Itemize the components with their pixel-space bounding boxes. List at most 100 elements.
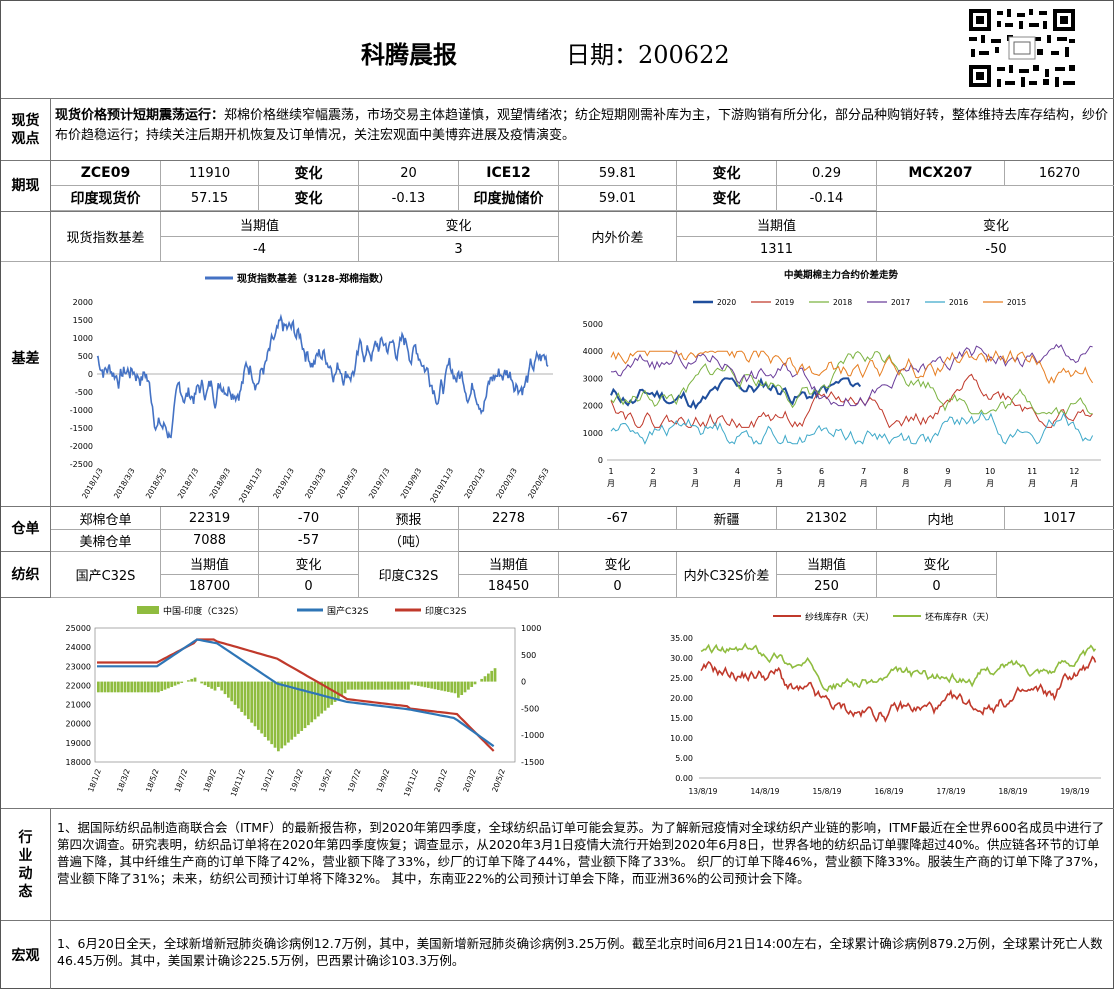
textile-label-domestic: 国产C32S	[51, 552, 161, 598]
x-tick-label: 2018/3/3	[112, 466, 137, 500]
x-tick-label: 10	[985, 467, 995, 476]
legend-label: 2016	[949, 298, 968, 307]
diff-bar	[493, 668, 497, 682]
spot-view-section: 现货观点 现货价格预计短期震荡运行：郑棉价格继续窄幅震荡，市场交易主体趋谨慎，观…	[1, 99, 1114, 161]
spot-view-text: 现货价格预计短期震荡运行：郑棉价格继续窄幅震荡，市场交易主体趋谨慎，观望情绪浓；…	[55, 106, 1109, 146]
domestic-c32s-line	[97, 638, 495, 748]
warehouse-section: 仓单 郑棉仓单 22319 -70 预报 2278 -67 新疆 21302 内地 1017 美棉仓…	[1, 507, 1114, 552]
y-tick-label-left: 24000	[66, 643, 91, 652]
diff-bar	[380, 681, 384, 690]
y-tick-label-right: 0	[521, 678, 526, 687]
y-tick-label: 30.00	[670, 654, 693, 663]
basis-label: 基差	[1, 212, 51, 506]
basis-table: 现货指数基差 当期值 变化 -4 3 内外价差 当期值 变化 1311 -50	[1, 212, 1114, 262]
legend-swatch	[137, 606, 159, 614]
diff-bar	[317, 681, 320, 717]
diff-bar	[97, 681, 100, 693]
y-tick-label: 5000	[583, 320, 603, 329]
diff-bar	[420, 681, 424, 687]
x-tick-label: 2019/9/3	[399, 466, 424, 500]
diff-bar	[187, 680, 190, 682]
diff-bar	[320, 681, 324, 714]
legend-label: 2015	[1007, 298, 1026, 307]
diff-bar	[170, 681, 174, 687]
diff-bar	[307, 681, 310, 726]
x-tick-suffix: 月	[860, 479, 868, 488]
diff-bar	[340, 681, 344, 697]
diff-bar	[343, 681, 347, 694]
basis-index-change: 3	[359, 237, 559, 262]
textile-value-domestic: 18700	[161, 575, 259, 598]
x-tick-label: 2020/1/3	[462, 466, 487, 500]
c32s-price-chart: 中国-印度（C32S） 国产C32S 印度C32S 25000 24000 23000 22…	[66, 605, 545, 798]
x-tick-label: 2019/7/3	[367, 466, 392, 500]
textile-col-change-a: 变化	[259, 552, 359, 575]
x-tick-label: 11	[1027, 467, 1037, 476]
diff-bar	[273, 681, 277, 748]
qr-code-icon	[967, 7, 1077, 89]
warehouse-cell: -57	[259, 529, 359, 552]
diff-bar	[270, 681, 274, 745]
warehouse-cell: 1017	[1005, 507, 1114, 530]
diff-bar	[327, 681, 330, 708]
basis-col-change: 变化	[359, 212, 559, 237]
warehouse-cell: 21302	[777, 507, 877, 530]
diff-bar	[350, 681, 354, 690]
y-tick-label-right: -500	[521, 704, 539, 713]
y-tick-label: 2000	[73, 298, 93, 307]
diff-bar	[417, 681, 420, 686]
industry-section: 行业动态 1、据国际纺织品制造商联合会（ITMF）的最新报告称，到2020年第四…	[1, 809, 1114, 921]
warehouse-cell: 新疆	[677, 507, 777, 530]
legend-label: 2018	[833, 298, 852, 307]
y-tick-label: 5.00	[675, 754, 693, 763]
y-tick-label: -1000	[70, 406, 93, 415]
futures-cell: 11910	[161, 161, 259, 186]
spot-view-body: 郑棉价格继续窄幅震荡，市场交易主体趋谨慎，观望情绪浓；纺企短期刚需补库为主，下游…	[55, 108, 1109, 143]
textile-change-domestic: 0	[259, 575, 359, 598]
x-tick-label: 19/7/2	[346, 767, 363, 793]
diff-bar	[233, 681, 237, 705]
diff-bar	[160, 681, 164, 691]
x-tick-label: 5	[777, 467, 782, 476]
diff-bar	[363, 681, 367, 690]
textile-col-change-c: 变化	[877, 552, 997, 575]
x-tick-label: 18/7/2	[173, 767, 190, 793]
diff-bar	[373, 681, 377, 690]
futures-section: 期现 ZCE09 11910 变化 20 ICE12 59.81 变化 0.29 MCX207 1…	[1, 161, 1114, 212]
series-line-2019	[610, 373, 1093, 429]
y-tick-label: 20.00	[670, 694, 693, 703]
warehouse-cell: 美棉仓单	[51, 529, 161, 552]
y-tick-label: -1500	[70, 424, 93, 433]
diff-bar	[360, 681, 364, 690]
x-tick-label: 17/8/19	[937, 787, 966, 796]
diff-bar	[237, 681, 240, 709]
diff-bar	[153, 681, 157, 693]
diff-bar	[487, 673, 490, 682]
x-tick-label: 20/1/2	[432, 767, 449, 793]
diff-bar	[240, 681, 244, 712]
y-tick-label: -2000	[70, 442, 93, 451]
x-tick-label: 18/8/19	[999, 787, 1028, 796]
diff-bar	[157, 681, 160, 693]
diff-bar	[457, 681, 460, 698]
x-tick-label: 19/1/2	[259, 767, 276, 793]
y-tick-label-right: 500	[521, 651, 536, 660]
futures-cell: -0.13	[359, 186, 459, 211]
diff-bar	[277, 681, 280, 752]
inventory-chart: 纱线库存R（天） 坯布库存R（天） 35.00 30.00 25.00 20.00 15.0…	[670, 611, 1101, 796]
diff-bar	[473, 681, 477, 685]
diff-bar	[250, 681, 254, 723]
y-tick-label-right: -1000	[521, 731, 544, 740]
diff-bar	[387, 681, 390, 690]
chart-title: 中美期棉主力合约价差走势	[784, 269, 899, 281]
warehouse-cell: 内地	[877, 507, 1005, 530]
diff-bar	[140, 681, 144, 693]
diff-bar	[423, 681, 427, 688]
warehouse-cell: -70	[259, 507, 359, 530]
x-tick-label: 4	[735, 467, 740, 476]
diff-bar	[100, 681, 104, 693]
x-tick-suffix: 月	[902, 479, 910, 488]
diff-bar	[370, 681, 374, 690]
warehouse-cell: -67	[559, 507, 677, 530]
